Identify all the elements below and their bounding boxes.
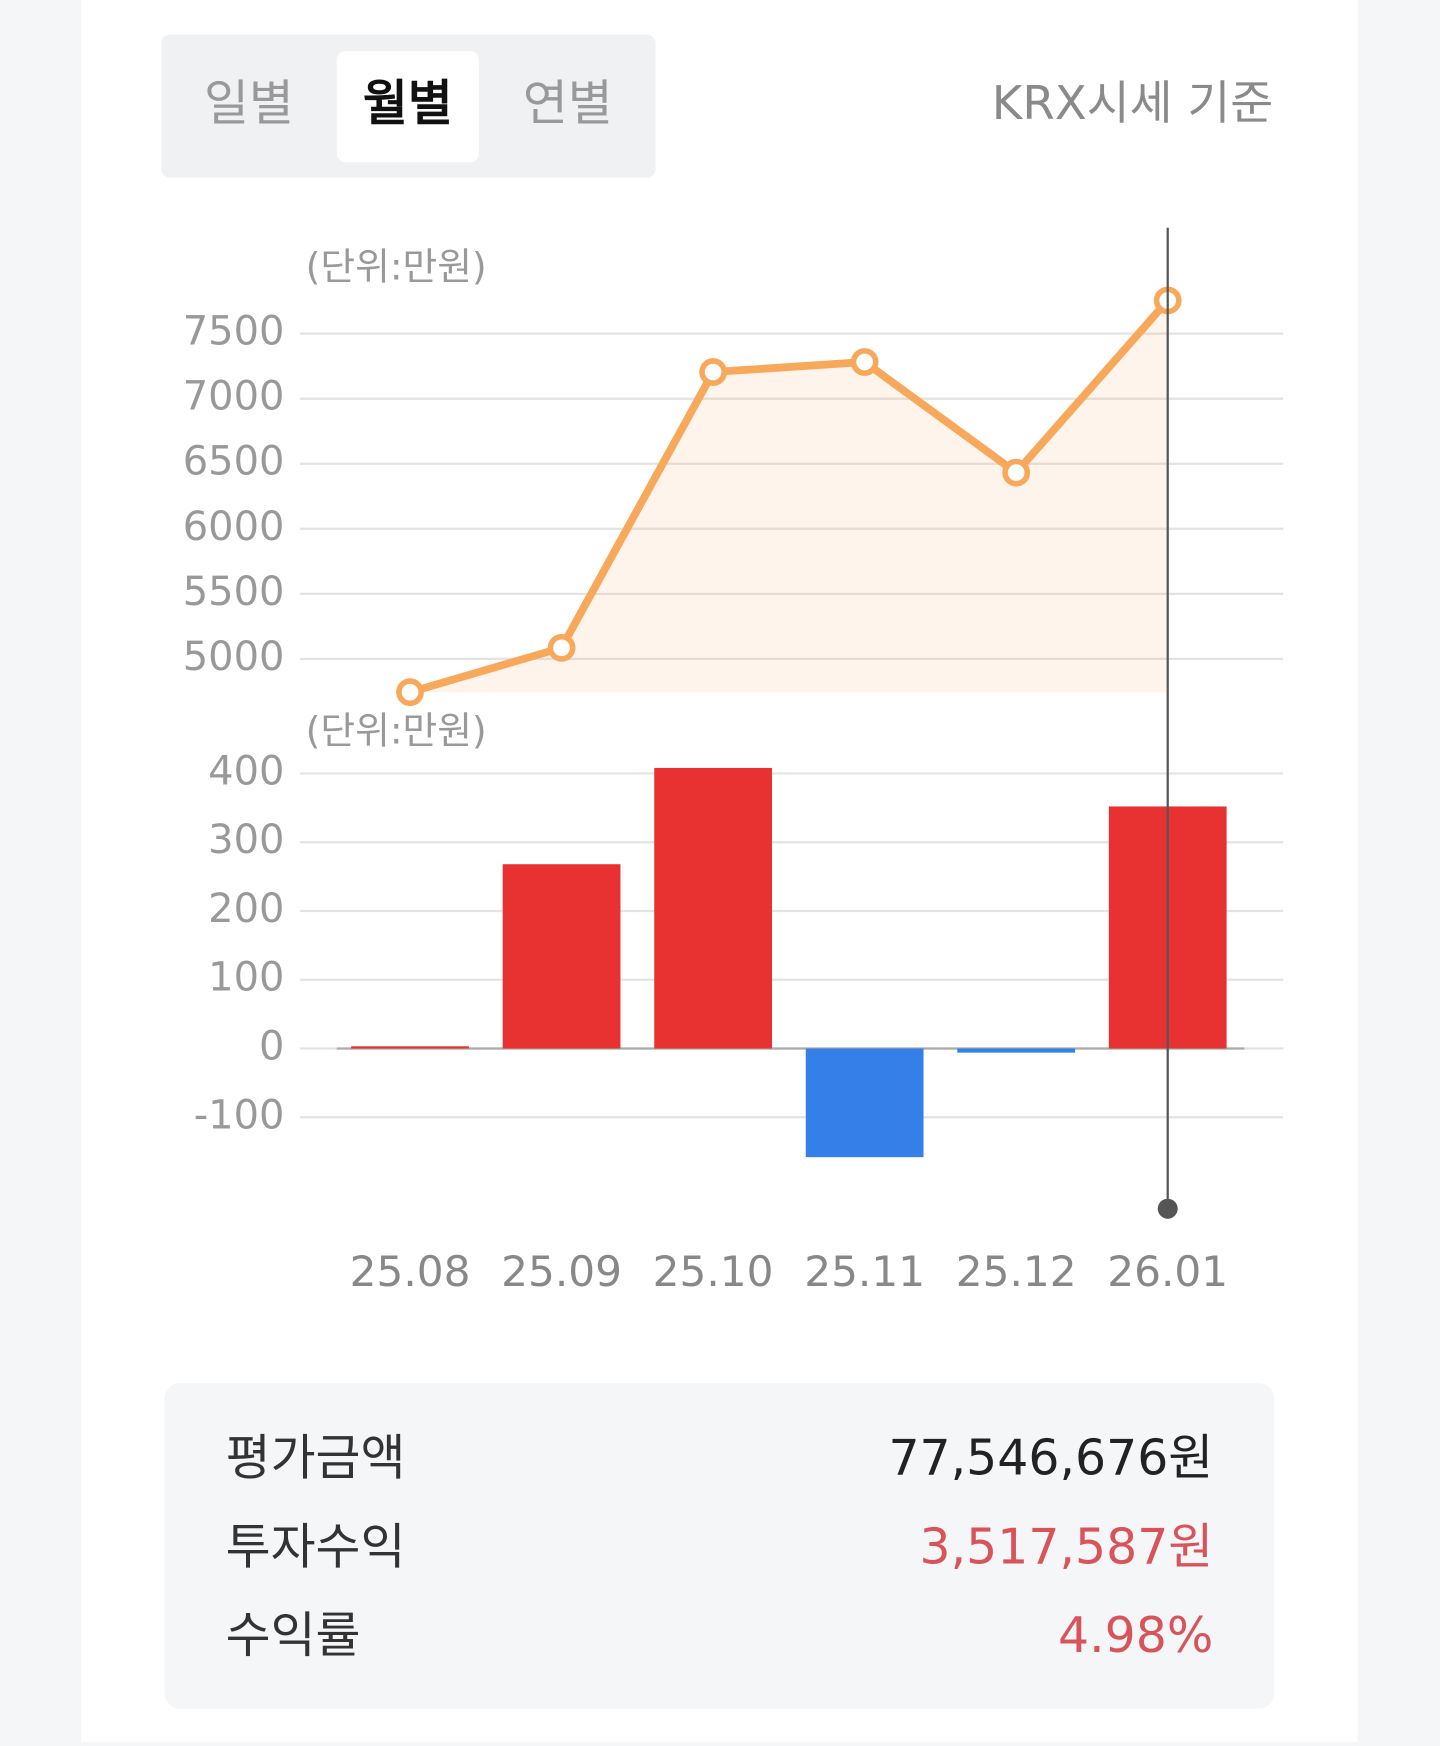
x-tick-label: 25.08 bbox=[350, 1247, 471, 1296]
tab[interactable]: 연별 bbox=[523, 75, 613, 132]
bar bbox=[502, 864, 621, 1049]
point bbox=[699, 358, 727, 386]
x-tick-label: 26.01 bbox=[1107, 1247, 1228, 1296]
crosshair-dot bbox=[1157, 1198, 1178, 1219]
y-tick-label: 7500 bbox=[183, 309, 285, 355]
y-tick-label: 7000 bbox=[183, 374, 285, 420]
point bbox=[547, 633, 576, 662]
unit-label: (단위:만원) bbox=[306, 709, 487, 753]
bar bbox=[805, 1048, 924, 1158]
y-tick-label: 6000 bbox=[183, 504, 285, 550]
bar bbox=[351, 1046, 469, 1049]
tab[interactable]: 월별 bbox=[363, 75, 453, 132]
y-tick-label: 100 bbox=[208, 955, 284, 1001]
y-tick-label: 5500 bbox=[183, 569, 285, 615]
summary-value: 3,517,587원 bbox=[920, 1518, 1214, 1575]
area bbox=[410, 300, 1168, 693]
y-tick-label: 5000 bbox=[183, 634, 285, 680]
summary-label: 평가금액 bbox=[226, 1429, 406, 1486]
y-tick-label: 300 bbox=[208, 817, 284, 863]
y-tick-label: -100 bbox=[194, 1092, 285, 1138]
summary-box bbox=[164, 1383, 1275, 1709]
y-tick-label: 200 bbox=[208, 886, 284, 932]
point bbox=[850, 348, 879, 376]
x-tick-label: 25.10 bbox=[653, 1247, 774, 1296]
tab[interactable]: 일별 bbox=[204, 75, 294, 132]
source-note: KRX시세 기준 bbox=[992, 77, 1274, 131]
y-tick-label: 400 bbox=[208, 748, 284, 794]
point bbox=[1002, 458, 1031, 487]
bar bbox=[957, 1048, 1076, 1053]
point bbox=[396, 678, 424, 707]
summary-label: 수익률 bbox=[226, 1607, 361, 1664]
summary-value: 77,546,676원 bbox=[888, 1429, 1213, 1486]
x-tick-label: 25.12 bbox=[956, 1247, 1077, 1296]
summary-label: 투자수익 bbox=[226, 1518, 406, 1575]
unit-label: (단위:만원) bbox=[306, 244, 487, 288]
x-tick-label: 25.09 bbox=[501, 1247, 622, 1296]
active-tab bbox=[336, 51, 479, 163]
summary-value: 4.98% bbox=[1058, 1607, 1213, 1664]
x-tick-label: 25.11 bbox=[804, 1247, 925, 1296]
y-tick-label: 0 bbox=[259, 1024, 284, 1070]
bar bbox=[654, 767, 772, 1049]
line bbox=[408, 297, 1171, 696]
y-tick-label: 6500 bbox=[183, 439, 285, 485]
